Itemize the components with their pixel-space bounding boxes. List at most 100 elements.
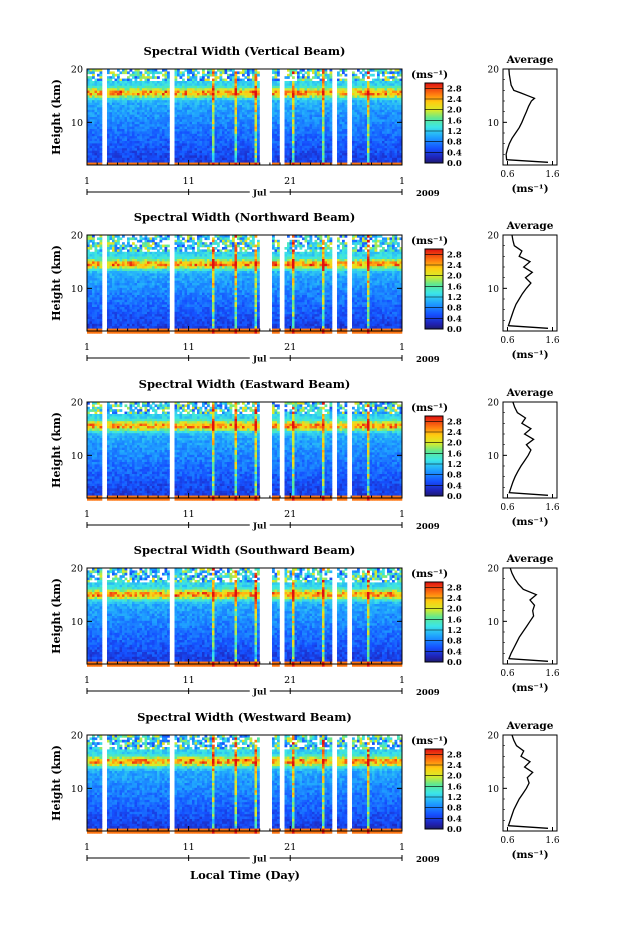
heatmap-cell xyxy=(284,95,288,99)
heatmap-cell xyxy=(127,309,130,313)
heatmap-cell xyxy=(382,81,385,84)
month-label-bg xyxy=(249,187,270,197)
heatmap-cell xyxy=(292,143,295,147)
heatmap-cell xyxy=(272,102,275,106)
heatmap-cell xyxy=(397,102,400,106)
heatmap-cell xyxy=(152,157,155,161)
heatmap-cell xyxy=(107,249,110,253)
heatmap-cell xyxy=(207,88,210,91)
heatmap-cell xyxy=(119,328,123,332)
heatmap-cell xyxy=(354,141,358,144)
heatmap-cell xyxy=(354,131,358,135)
heatmap-cell xyxy=(327,129,330,132)
heatmap-cell xyxy=(242,102,245,106)
heatmap-cell xyxy=(139,162,143,166)
heatmap-cell xyxy=(254,69,258,72)
heatmap-cell xyxy=(244,129,248,132)
heatmap-cell xyxy=(299,107,303,111)
heatmap-cell xyxy=(372,155,375,159)
heatmap-cell xyxy=(377,107,380,111)
heatmap-cell xyxy=(317,150,320,154)
heatmap-cell xyxy=(367,114,370,118)
heatmap-cell xyxy=(284,90,288,94)
heatmap-cell xyxy=(222,141,225,144)
heatmap-cell xyxy=(124,131,128,135)
heatmap-cell xyxy=(367,107,370,111)
heatmap-cell xyxy=(199,76,203,79)
heatmap-cell xyxy=(87,162,90,166)
heatmap-cell xyxy=(122,319,125,322)
heatmap-cell xyxy=(257,81,260,84)
heatmap-cell xyxy=(89,131,93,135)
heatmap-cell xyxy=(212,114,215,118)
heatmap-cell xyxy=(217,90,220,94)
heatmap-cell xyxy=(374,90,378,94)
heatmap-cell xyxy=(137,71,140,75)
heatmap-cell xyxy=(99,112,103,115)
heatmap-cell xyxy=(92,273,95,277)
heatmap-cell xyxy=(217,76,220,79)
heatmap-cell xyxy=(129,148,133,151)
heatmap-cell xyxy=(89,295,93,298)
heatmap-cell xyxy=(142,119,145,123)
heatmap-cell xyxy=(134,105,138,108)
heatmap-cell xyxy=(319,73,323,77)
heatmap-cell xyxy=(162,78,165,82)
heatmap-cell xyxy=(292,95,295,99)
heatmap-cell xyxy=(94,102,98,106)
heatmap-cell xyxy=(389,97,393,101)
heatmap-cell xyxy=(392,126,395,130)
heatmap xyxy=(87,235,403,334)
heatmap-cell xyxy=(232,100,235,103)
heatmap-cell xyxy=(329,73,333,77)
heatmap-cell xyxy=(162,150,165,154)
heatmap-cell xyxy=(199,112,203,115)
heatmap-cell xyxy=(364,97,368,101)
heatmap-cell xyxy=(122,117,125,120)
heatmap-cell xyxy=(134,85,138,89)
heatmap-cell xyxy=(292,136,295,139)
heatmap-cell xyxy=(389,71,393,75)
heatmap-cell xyxy=(244,138,248,142)
heatmap-cell xyxy=(134,136,138,139)
heatmap-cell xyxy=(127,76,130,79)
heatmap-cell xyxy=(89,261,93,265)
heatmap-cell xyxy=(344,129,348,132)
heatmap-cell xyxy=(384,83,388,87)
heatmap-cell xyxy=(294,129,298,132)
colorbar-tick-label: 2.4 xyxy=(447,95,462,105)
heatmap-cell xyxy=(94,69,98,72)
heatmap-cell xyxy=(367,69,370,72)
heatmap-cell xyxy=(237,162,240,166)
heatmap-cell xyxy=(164,112,168,115)
heatmap-cell xyxy=(134,95,138,99)
heatmap-cell xyxy=(139,121,143,125)
heatmap-cell xyxy=(227,76,230,79)
heatmap-cell xyxy=(89,259,93,262)
heatmap-cell xyxy=(139,124,143,127)
heatmap-cell xyxy=(362,124,365,127)
heatmap-cell xyxy=(239,155,243,159)
heatmap-cell xyxy=(212,129,215,132)
heatmap-cell xyxy=(272,85,275,89)
heatmap-cell xyxy=(254,153,258,156)
heatmap-cell xyxy=(127,81,130,84)
heatmap-cell xyxy=(87,314,90,317)
heatmap-cell xyxy=(194,126,198,130)
heatmap-cell xyxy=(94,285,98,289)
heatmap-cell xyxy=(87,237,90,241)
heatmap-cell xyxy=(192,76,195,79)
heatmap-cell xyxy=(99,242,103,245)
heatmap-cell xyxy=(242,112,245,115)
heatmap-cell xyxy=(277,126,280,130)
heatmap-cell xyxy=(272,105,275,108)
heatmap-cell xyxy=(239,114,243,118)
heatmap-cell xyxy=(319,69,323,72)
heatmap-cell xyxy=(314,97,318,101)
heatmap-cell xyxy=(174,83,178,87)
heatmap-cell xyxy=(122,287,125,291)
heatmap-cell xyxy=(399,160,403,163)
heatmap-cell xyxy=(137,81,140,84)
heatmap-cell xyxy=(322,155,325,159)
heatmap-cell xyxy=(327,100,330,103)
